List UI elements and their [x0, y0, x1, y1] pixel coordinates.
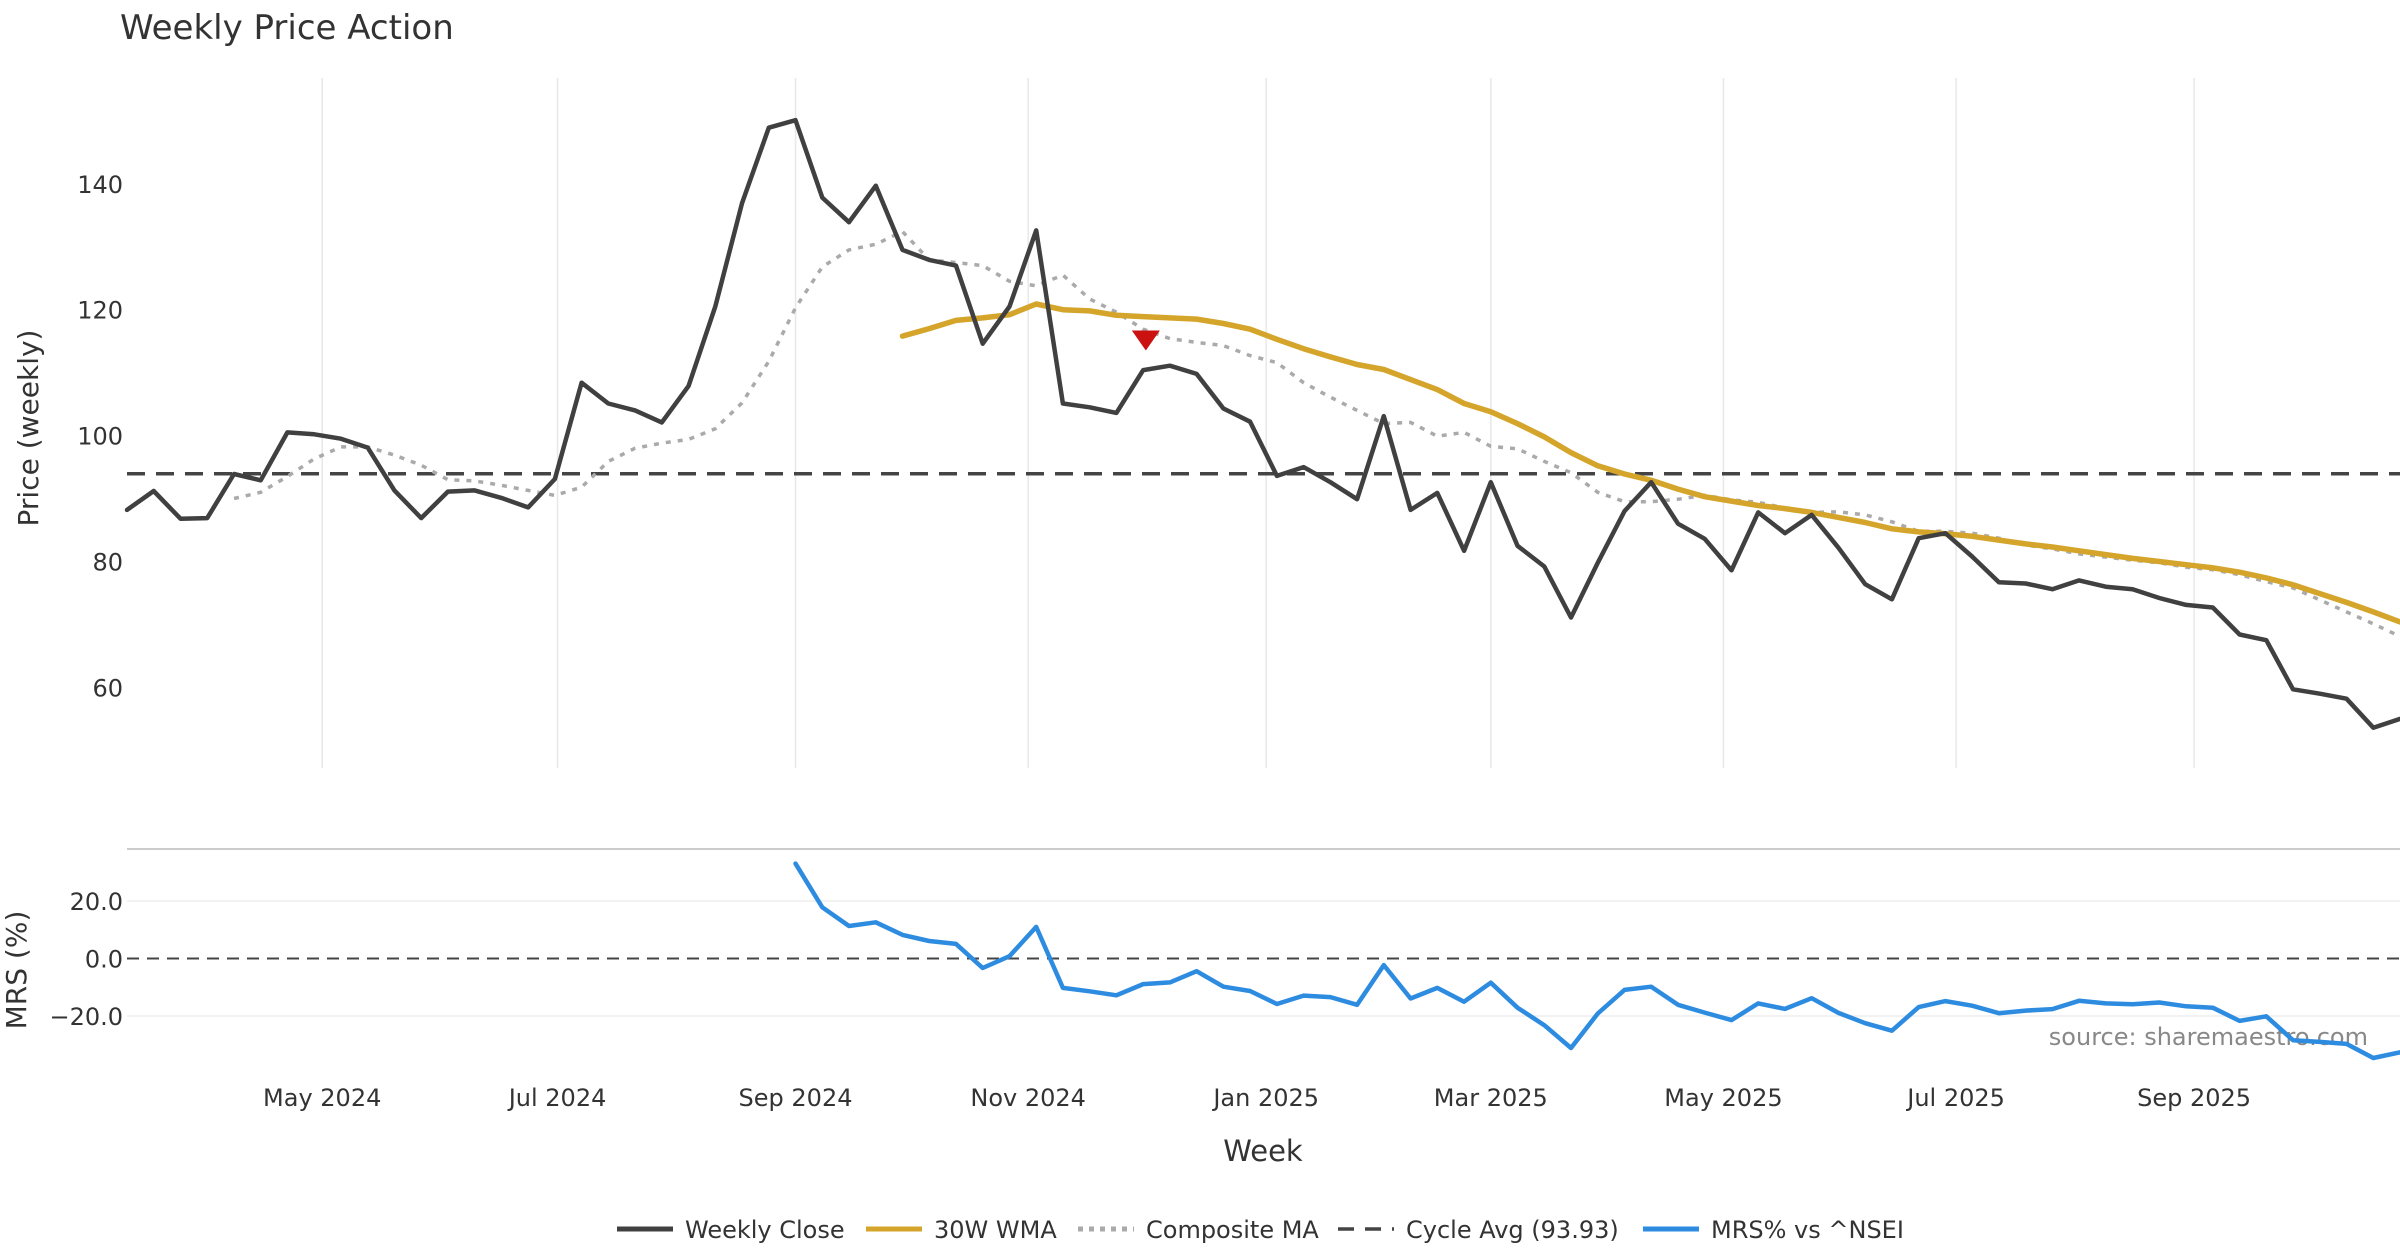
legend-label: Composite MA [1146, 1216, 1319, 1244]
x-tick-label: Sep 2024 [739, 1084, 853, 1112]
chart-figure: Weekly Price Action 60 80 100 120 140 Price (… [0, 0, 2400, 1260]
series-30w-wma [903, 304, 2400, 622]
x-tick-label: Sep 2025 [2137, 1084, 2251, 1112]
x-tick-label: May 2025 [1664, 1084, 1782, 1112]
price-y-axis-label: Price (weekly) [12, 330, 45, 527]
mrs-y-axis-label: MRS (%) [0, 911, 33, 1030]
source-annotation: source: sharemaestro.com [2049, 1023, 2368, 1051]
legend-label: Cycle Avg (93.93) [1406, 1216, 1619, 1244]
legend-label: 30W WMA [934, 1216, 1057, 1244]
x-tick-label: Mar 2025 [1434, 1084, 1548, 1112]
chart-canvas: 60 80 100 120 140 Price (weekly) 20.0 0.0 −20.0 M… [0, 0, 2400, 1260]
mrs-y-tick-label: −20.0 [49, 1003, 123, 1031]
mrs-y-tick-label: 0.0 [85, 946, 123, 974]
x-tick-label: Nov 2024 [970, 1084, 1086, 1112]
price-y-tick-label: 120 [77, 297, 123, 325]
price-y-tick-label: 80 [92, 549, 123, 577]
x-tick-label: Jul 2025 [1905, 1084, 2005, 1112]
series-weekly-close [127, 120, 2400, 728]
price-y-tick-label: 140 [77, 171, 123, 199]
price-y-tick-label: 100 [77, 423, 123, 451]
mrs-y-tick-label: 20.0 [70, 888, 123, 916]
legend-label: Weekly Close [685, 1216, 845, 1244]
legend-label: MRS% vs ^NSEI [1711, 1216, 1904, 1244]
x-tick-label: May 2024 [263, 1084, 381, 1112]
x-tick-label: Jan 2025 [1211, 1084, 1319, 1112]
series-composite-ma [234, 232, 2400, 653]
price-y-tick-label: 60 [92, 674, 123, 702]
x-tick-label: Jul 2024 [507, 1084, 607, 1112]
sell-signal-marker [1132, 331, 1160, 351]
x-axis-label: Week [1223, 1134, 1303, 1168]
